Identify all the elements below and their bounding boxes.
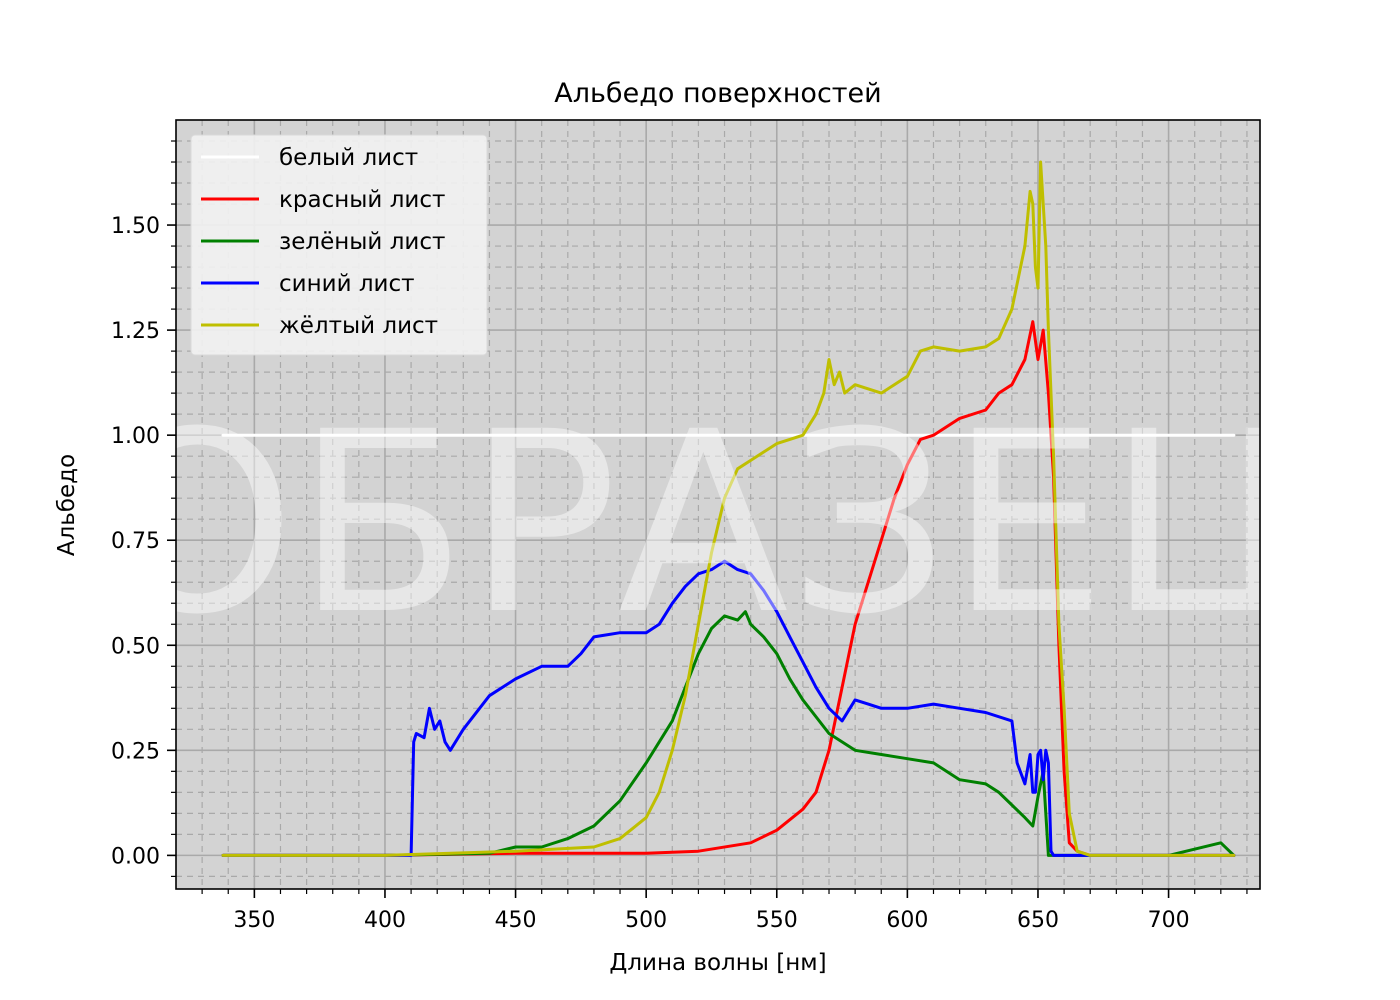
y-axis-label: Альбедо bbox=[54, 454, 80, 556]
x-tick-label: 500 bbox=[625, 908, 667, 933]
legend: белый лист красный лист зелёный лист синий … bbox=[190, 134, 488, 356]
series-line-2 bbox=[221, 610, 1236, 857]
x-tick-label: 400 bbox=[364, 908, 406, 933]
y-tick-label: 0.25 bbox=[111, 739, 160, 764]
y-tick-label: 0.00 bbox=[111, 844, 160, 869]
x-tick-label: 550 bbox=[756, 908, 798, 933]
y-tick-label: 1.50 bbox=[111, 214, 160, 239]
y-tick-label: 1.00 bbox=[111, 424, 160, 449]
y-tick-label: 1.25 bbox=[111, 319, 160, 344]
plot-frame bbox=[175, 119, 1261, 890]
x-axis-label: Длина волны [нм] bbox=[609, 950, 826, 976]
minor-grid bbox=[176, 120, 1260, 889]
legend-box bbox=[190, 134, 488, 356]
series-line-4 bbox=[221, 160, 1236, 857]
y-tick-label: 0.75 bbox=[111, 529, 160, 554]
x-tick-label: 450 bbox=[495, 908, 537, 933]
y-axis: 0.00 0.25 0.50 0.75 1.00 1.25 1.50 bbox=[111, 140, 176, 877]
legend-label: белый лист bbox=[279, 145, 418, 171]
series-line-3 bbox=[221, 559, 1236, 857]
x-tick-label: 700 bbox=[1148, 908, 1190, 933]
legend-label: зелёный лист bbox=[279, 229, 445, 255]
series-layer bbox=[221, 160, 1236, 857]
legend-label: синий лист bbox=[279, 271, 415, 297]
x-tick-label: 650 bbox=[1017, 908, 1059, 933]
x-tick-label: 350 bbox=[233, 908, 275, 933]
legend-label: красный лист bbox=[279, 187, 445, 213]
watermark-text: ОБРАЗЕЦ bbox=[99, 378, 1301, 669]
series-line-1 bbox=[221, 320, 1236, 857]
y-tick-label: 0.50 bbox=[111, 634, 160, 659]
x-axis: 350 400 450 500 550 600 650 700 bbox=[201, 889, 1248, 933]
legend-label: жёлтый лист bbox=[279, 313, 438, 339]
x-tick-label: 600 bbox=[886, 908, 928, 933]
chart-title: Альбедо поверхностей bbox=[554, 78, 881, 109]
